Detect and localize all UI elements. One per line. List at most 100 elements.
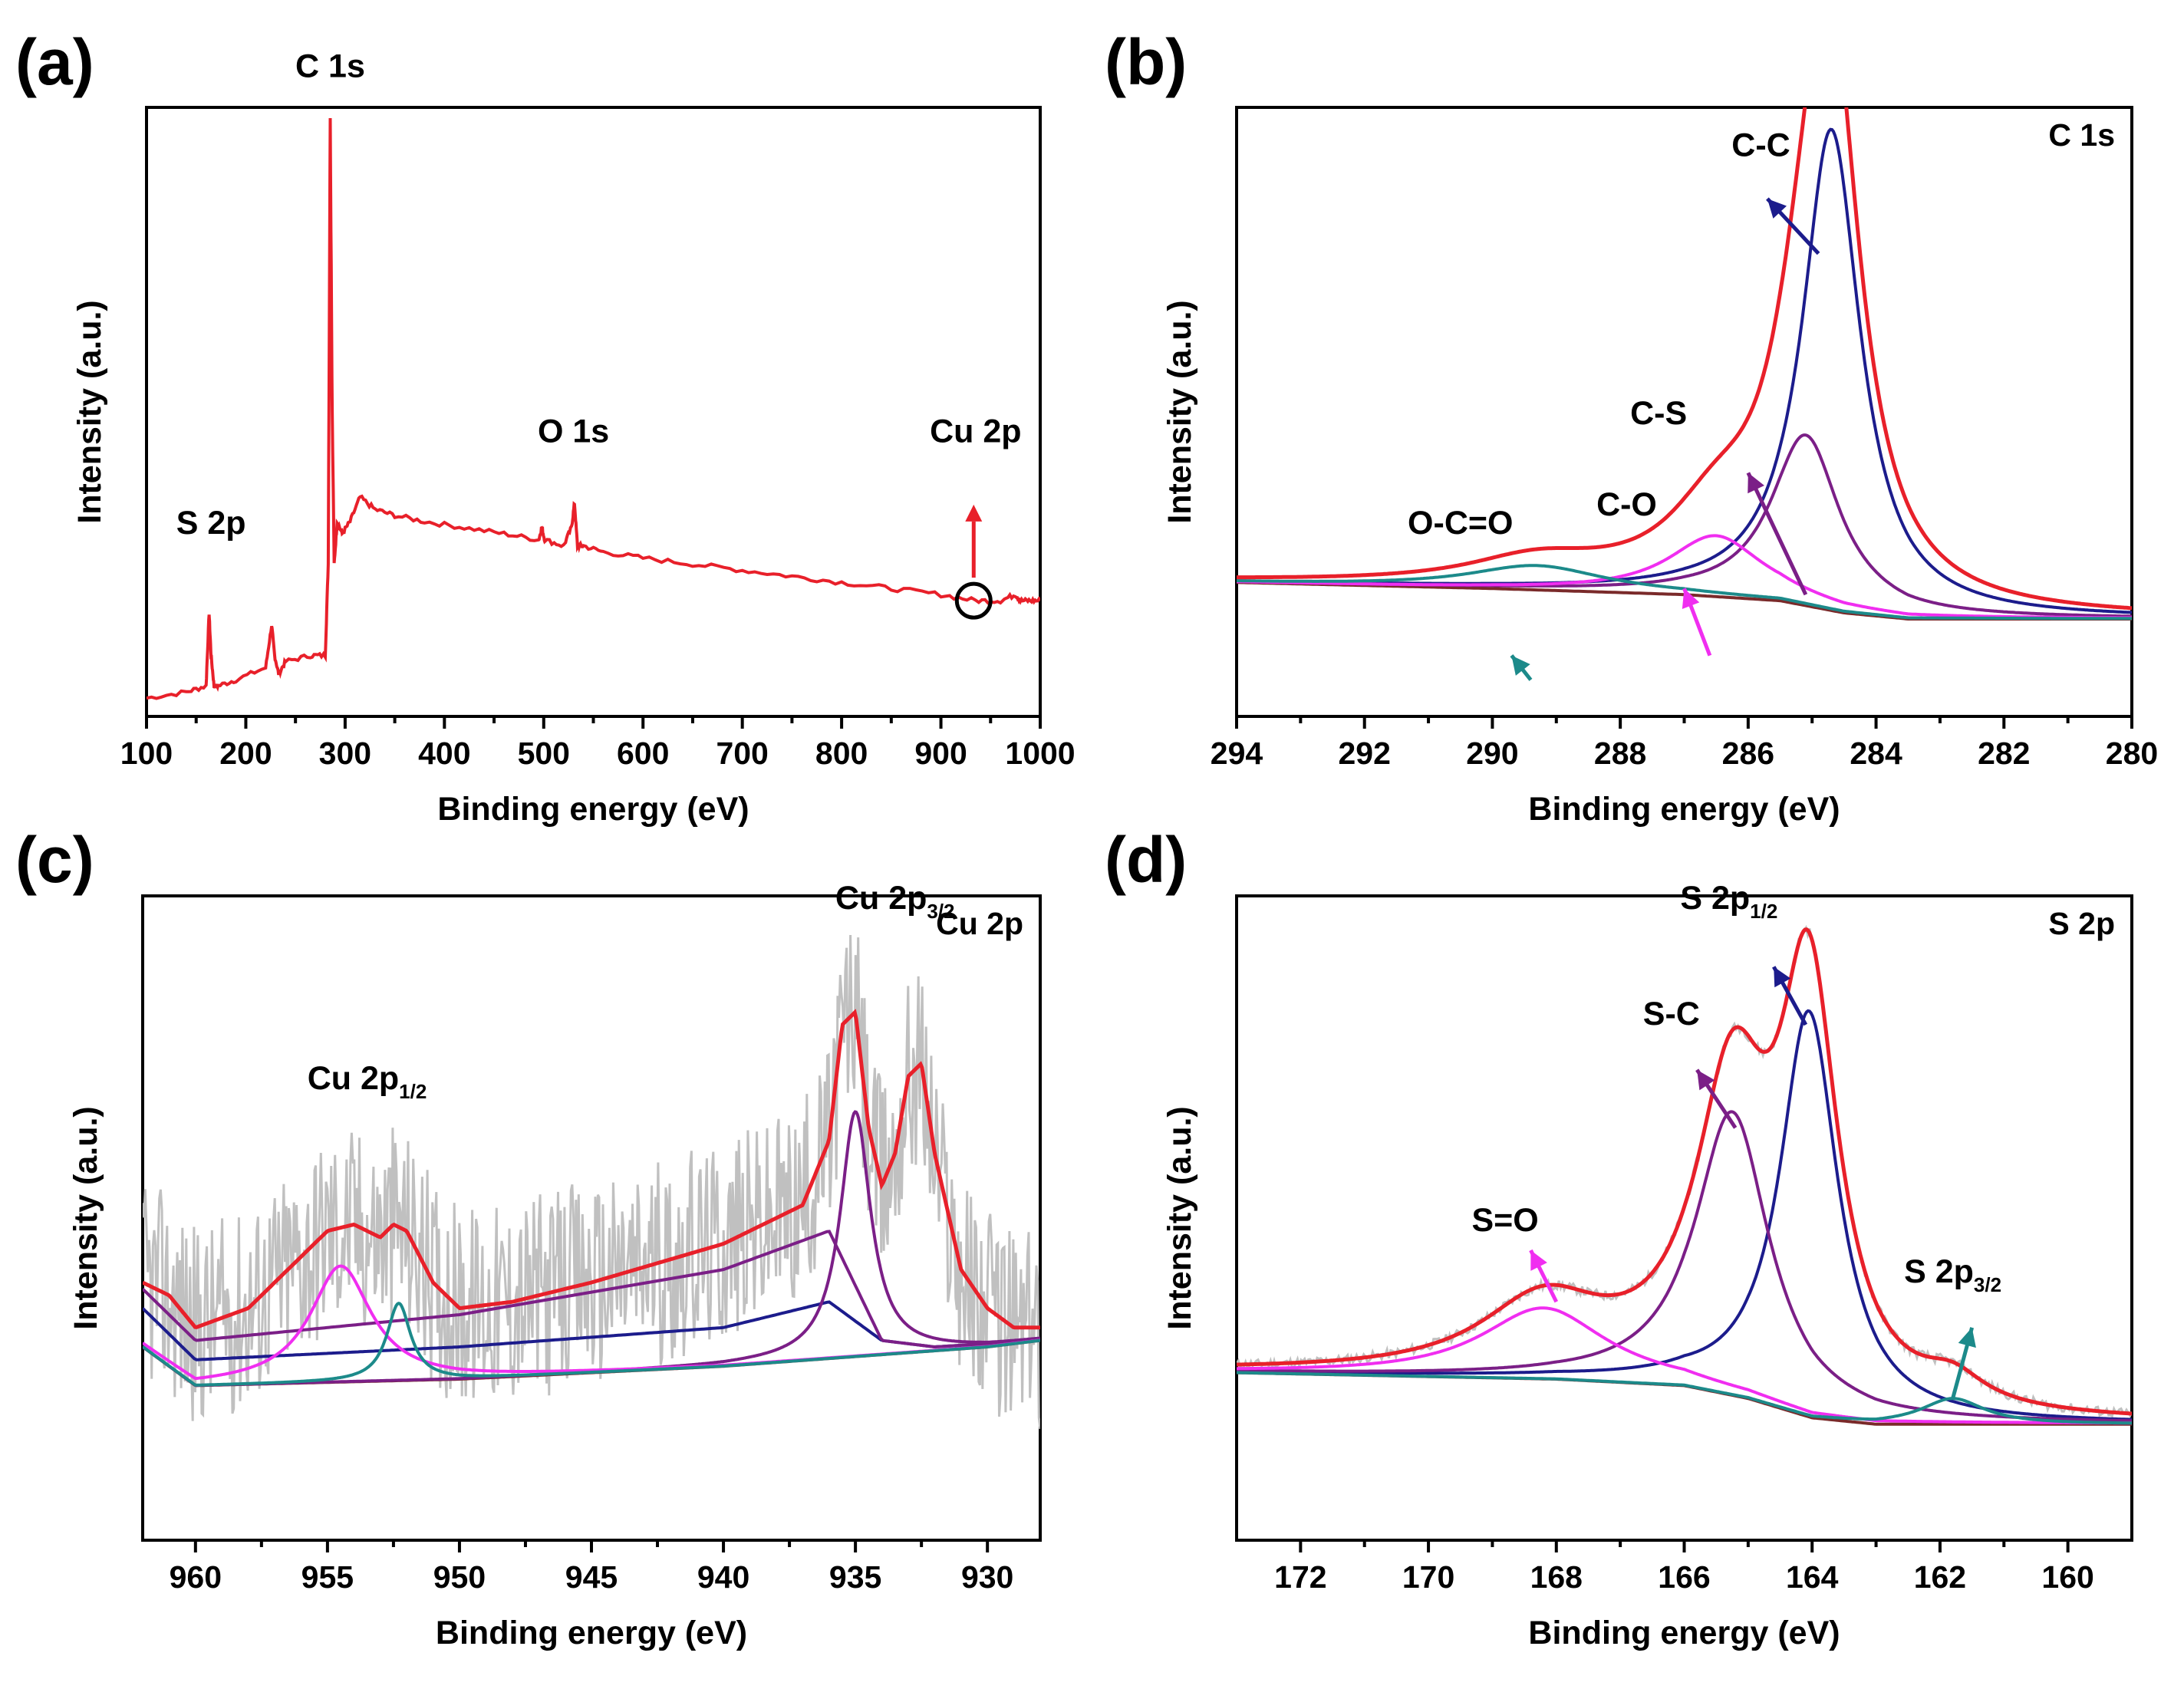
peak-label: C-C (1731, 127, 1790, 164)
peak-label: O 1s (538, 413, 609, 450)
panel-b: (b) 294 292 290 288 286 284 282 280 Binding energ… (1105, 26, 2158, 828)
peak-label: S-C (1643, 996, 1700, 1032)
annotation-arrow-head (1530, 1250, 1547, 1271)
plot-frame (1235, 894, 2133, 1542)
peak-label: Cu 2p3/2 (835, 880, 955, 923)
fit-peak-2 (1237, 534, 2132, 620)
peak-label: Cu 2p (930, 413, 1021, 450)
x-tick-label: 700 (716, 736, 768, 771)
raw-spectrum (143, 934, 1040, 1430)
y-axis-label: Intensity (a.u.) (1161, 1106, 1198, 1329)
x-tick-label: 166 (1658, 1559, 1710, 1595)
peak-label: S=O (1471, 1202, 1538, 1239)
x-tick-label: 955 (301, 1559, 354, 1595)
x-tick-label: 282 (1978, 736, 2030, 771)
x-tick-label: 800 (815, 736, 868, 771)
x-tick-label: 168 (1530, 1559, 1583, 1595)
x-tick-label: 600 (617, 736, 669, 771)
series-survey (147, 117, 1040, 700)
peak-label: C-S (1630, 395, 1687, 432)
x-tick-label: 280 (2106, 736, 2158, 771)
fit-peak-0 (1237, 127, 2132, 614)
panel-c: (c) 960 955 950 945 940 935 930 Binding energy (… (15, 824, 1042, 1651)
panel-d: (d) 172 170 168 166 164 162 160 Binding energy (… (1105, 824, 2133, 1651)
x-tick-label: 400 (418, 736, 470, 771)
y-axis-label: Intensity (a.u.) (1161, 300, 1198, 523)
fit-peak-2 (143, 1302, 1040, 1387)
envelope (1237, 107, 2132, 611)
fit-peak-3 (1237, 1371, 2132, 1425)
x-tick-label: 170 (1402, 1559, 1454, 1595)
panel-a: (a) 100 200 300 400 500 600 700 800 900 1000 Bindin… (15, 26, 1076, 828)
peak-label: Cu 2p1/2 (308, 1060, 427, 1103)
x-tick-label: 940 (697, 1559, 749, 1595)
plot-frame (145, 106, 1042, 718)
envelope (143, 1009, 1040, 1330)
corner-label: S 2p (2048, 906, 2115, 941)
x-tick-label: 286 (1722, 736, 1774, 771)
annotation-arrow-head (1748, 472, 1764, 494)
x-tick-label: 100 (120, 736, 173, 771)
x-tick-label: 500 (518, 736, 570, 771)
x-axis-label: Binding energy (eV) (437, 791, 749, 828)
plot-area (147, 117, 1040, 700)
x-tick-label: 162 (1914, 1559, 1966, 1595)
step-baseline-1 (143, 1230, 1040, 1349)
corner-label: Cu 2p (936, 906, 1023, 941)
x-tick-label: 172 (1274, 1559, 1326, 1595)
cu-arrow-head (965, 504, 983, 522)
x-tick-label: 288 (1594, 736, 1646, 771)
annotation-arrow-head (1958, 1327, 1976, 1348)
x-tick-label: 960 (170, 1559, 222, 1595)
x-tick-label: 935 (829, 1559, 881, 1595)
peak-label: C 1s (295, 48, 365, 84)
y-axis-label: Intensity (a.u.) (68, 1106, 104, 1329)
peak-label: S 2p1/2 (1680, 880, 1777, 923)
panel-letter-b: (b) (1105, 26, 1187, 98)
fit-peak-2 (1237, 1306, 2132, 1425)
x-tick-label: 1000 (1005, 736, 1075, 771)
x-tick-label: 294 (1211, 736, 1263, 771)
x-tick-label: 930 (961, 1559, 1013, 1595)
annotation-arrow-head (1697, 1069, 1715, 1091)
peak-label: O-C=O (1408, 505, 1513, 542)
envelope (1237, 927, 2132, 1416)
x-tick-label: 945 (565, 1559, 618, 1595)
x-tick-label: 290 (1466, 736, 1518, 771)
x-tick-label: 950 (433, 1559, 486, 1595)
peak-label-subscript: 1/2 (399, 1080, 427, 1103)
panel-letter-a: (a) (15, 26, 94, 98)
plot-area (143, 934, 1040, 1430)
panel-letter-d: (d) (1105, 824, 1187, 896)
annotation-arrow (1746, 472, 1808, 596)
peak-label-subscript: 3/2 (927, 900, 954, 923)
plot-area (1237, 924, 2132, 1426)
peak-label: C-O (1596, 486, 1657, 523)
x-tick-label: 292 (1339, 736, 1391, 771)
x-tick-label: 164 (1786, 1559, 1839, 1595)
annotation-arrow-head (1511, 655, 1530, 676)
annotation-arrow-head (1767, 199, 1787, 219)
annotation-arrow-head (1774, 966, 1791, 988)
corner-label: C 1s (2048, 117, 2115, 153)
peak-label-subscript: 1/2 (1750, 900, 1777, 923)
peak-label: S 2p (176, 505, 246, 542)
y-axis-label: Intensity (a.u.) (71, 300, 108, 523)
x-tick-label: 200 (219, 736, 272, 771)
fit-peak-1 (1237, 1110, 2132, 1423)
x-tick-label: 160 (2041, 1559, 2093, 1595)
cu-marker-circle (954, 581, 993, 620)
x-tick-label: 284 (1850, 736, 1902, 771)
panel-letter-c: (c) (15, 824, 94, 896)
peak-label: S 2p3/2 (1904, 1253, 2001, 1296)
plot-area (1237, 107, 2132, 621)
annotation-arrow-head (1682, 588, 1700, 609)
x-axis-label: Binding energy (eV) (436, 1615, 747, 1651)
x-tick-label: 900 (914, 736, 967, 771)
x-axis-label: Binding energy (eV) (1528, 791, 1840, 828)
plot-frame (141, 894, 1042, 1542)
x-tick-label: 300 (319, 736, 371, 771)
peak-label-subscript: 3/2 (1974, 1273, 2001, 1296)
x-axis-label: Binding energy (eV) (1528, 1615, 1840, 1651)
